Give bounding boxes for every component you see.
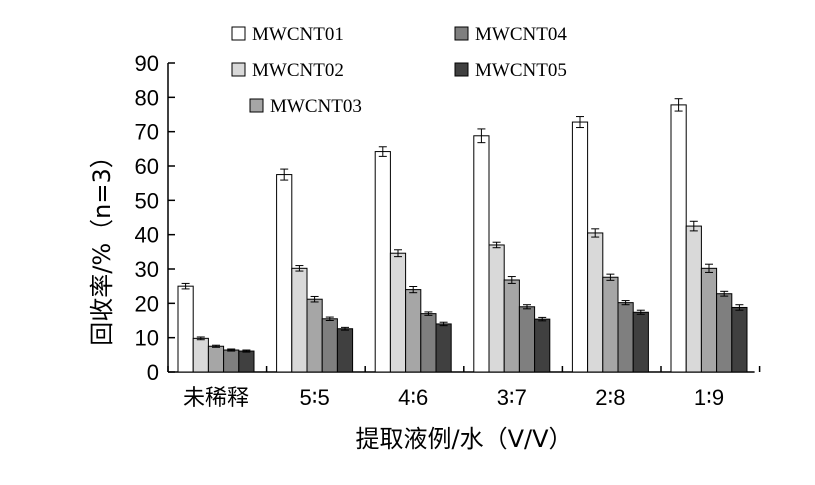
bar bbox=[488, 244, 505, 373]
bar bbox=[716, 293, 733, 373]
legend-swatch bbox=[454, 26, 469, 41]
legend-swatch bbox=[231, 26, 246, 41]
legend-swatch bbox=[231, 62, 246, 77]
y-axis-title: 回收率/%（n=3） bbox=[88, 144, 116, 345]
x-axis: 未稀释 5∶5 4∶6 3∶7 2∶8 1∶9 bbox=[167, 366, 761, 410]
legend-label: MWCNT02 bbox=[252, 60, 344, 81]
bar bbox=[207, 345, 225, 373]
bar bbox=[223, 349, 240, 373]
bar bbox=[617, 302, 634, 373]
bar bbox=[602, 276, 619, 373]
bar bbox=[276, 174, 293, 373]
y-tick-label: 20 bbox=[135, 291, 159, 316]
bar bbox=[534, 318, 551, 373]
bar bbox=[420, 313, 437, 373]
bar bbox=[518, 306, 536, 373]
bar bbox=[336, 328, 354, 373]
bars bbox=[177, 98, 748, 373]
x-tick-label: 1∶9 bbox=[694, 385, 724, 410]
bar bbox=[685, 225, 702, 373]
bar bbox=[435, 323, 452, 373]
bar bbox=[192, 337, 209, 373]
legend: MWCNT01 MWCNT02 MWCNT03 MWCNT04 MWCNT05 bbox=[231, 24, 567, 117]
bar bbox=[238, 350, 255, 373]
bar bbox=[473, 135, 490, 373]
x-tick-label: 未稀释 bbox=[183, 385, 249, 410]
bar bbox=[389, 252, 407, 373]
bar bbox=[306, 298, 323, 373]
x-axis-title: 提取液例/水（V/V） bbox=[355, 425, 572, 453]
y-tick-label: 70 bbox=[135, 120, 159, 145]
bar bbox=[731, 306, 748, 373]
y-tick-label: 10 bbox=[135, 326, 159, 351]
bar bbox=[587, 232, 604, 373]
y-axis: 0 10 20 30 40 50 60 70 80 90 bbox=[135, 51, 175, 385]
y-tick-label: 90 bbox=[135, 51, 159, 76]
legend-swatch bbox=[454, 62, 469, 77]
bar bbox=[374, 151, 391, 373]
bar bbox=[405, 289, 422, 373]
bar bbox=[632, 311, 649, 373]
x-tick-label: 3∶7 bbox=[497, 385, 527, 410]
y-tick-label: 30 bbox=[135, 257, 159, 282]
bar bbox=[291, 267, 308, 373]
bar bbox=[177, 285, 194, 373]
bar bbox=[670, 104, 687, 373]
y-tick-label: 50 bbox=[135, 188, 159, 213]
bar bbox=[321, 318, 338, 373]
legend-label: MWCNT05 bbox=[475, 60, 567, 81]
bar bbox=[503, 279, 520, 373]
legend-label: MWCNT03 bbox=[270, 96, 362, 117]
legend-label: MWCNT04 bbox=[475, 24, 567, 45]
y-tick-label: 0 bbox=[147, 360, 159, 385]
y-tick-label: 60 bbox=[135, 154, 159, 179]
legend-swatch bbox=[249, 98, 264, 113]
x-tick-label: 4∶6 bbox=[398, 385, 428, 410]
bar bbox=[700, 267, 718, 373]
bar bbox=[571, 121, 589, 373]
x-tick-label: 2∶8 bbox=[595, 385, 625, 410]
legend-label: MWCNT01 bbox=[252, 24, 344, 45]
y-tick-label: 80 bbox=[135, 85, 159, 110]
y-tick-label: 40 bbox=[135, 223, 159, 248]
x-tick-label: 5∶5 bbox=[299, 385, 329, 410]
